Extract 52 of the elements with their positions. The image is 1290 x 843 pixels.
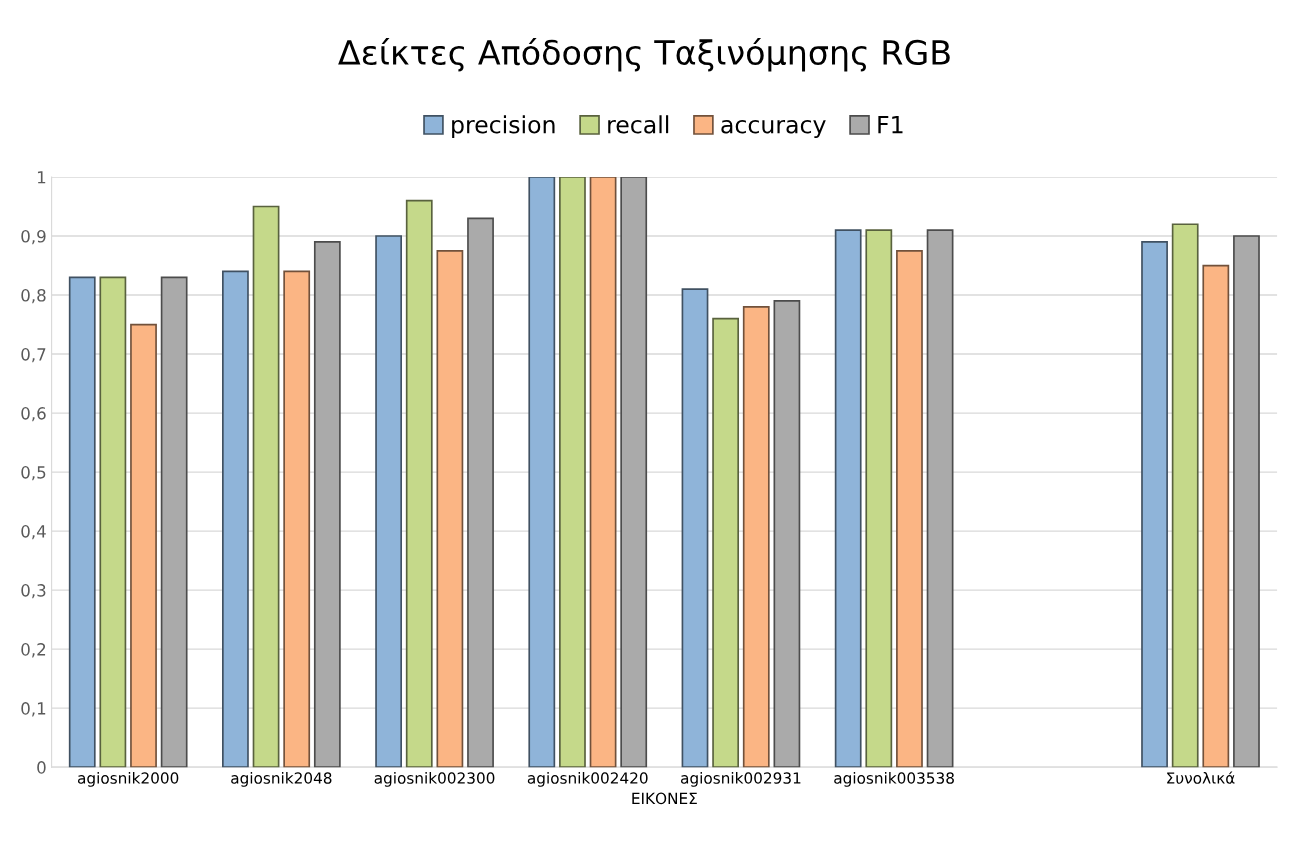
bar	[681, 288, 709, 768]
x-tick-label: agiosnik002420	[527, 771, 648, 787]
y-tick-label: 0,8	[21, 289, 46, 304]
legend-label: precision	[452, 115, 555, 139]
legend-label: F1	[878, 115, 903, 134]
x-axis-title: ΕΙΚΟΝΕΣ	[632, 792, 697, 805]
y-tick-label: 0,9	[21, 230, 46, 245]
bar	[68, 276, 96, 768]
bar	[1171, 223, 1199, 768]
bar	[926, 229, 954, 768]
bar	[865, 229, 893, 768]
y-tick-label: 0,6	[21, 407, 46, 422]
x-tick-label: Συνολικά	[1167, 771, 1235, 784]
y-tick-label: 0,5	[21, 466, 46, 481]
bar	[130, 323, 157, 768]
x-tick-label: agiosnik2000	[77, 771, 179, 787]
bar	[896, 249, 923, 768]
bar	[712, 317, 740, 768]
bar	[1233, 235, 1260, 768]
bar	[160, 276, 188, 768]
bar	[313, 241, 341, 768]
bar	[773, 300, 801, 768]
bar	[620, 177, 648, 768]
bar	[742, 306, 770, 768]
x-tick-label: agiosnik002300	[374, 771, 495, 787]
bar	[834, 229, 862, 768]
bar	[252, 205, 280, 768]
bar	[559, 177, 586, 768]
y-tick-label: 0,4	[21, 525, 46, 540]
legend-label: accuracy	[721, 119, 826, 139]
bar	[283, 270, 311, 768]
y-tick-label: 0,7	[21, 348, 46, 363]
legend-label: recall	[608, 115, 669, 134]
bar	[99, 276, 127, 768]
bar	[467, 217, 494, 768]
y-tick-label: 0,2	[21, 643, 46, 658]
y-tick-label: 1	[37, 171, 46, 184]
y-tick-label: 0	[37, 761, 46, 774]
bar	[436, 249, 464, 768]
x-tick-label: agiosnik2048	[231, 771, 332, 787]
x-tick-label: agiosnik002931	[681, 771, 801, 787]
bar	[375, 235, 403, 768]
bar	[1202, 264, 1230, 768]
bar	[589, 177, 617, 768]
y-tick-label: 0,3	[21, 584, 46, 599]
y-tick-label: 0,1	[21, 702, 46, 717]
bar	[1141, 241, 1168, 768]
bar	[405, 199, 433, 768]
bar	[528, 177, 556, 768]
x-tick-label: agiosnik003538	[834, 771, 954, 787]
bar	[222, 270, 249, 768]
chart-title: Δείκτες Απόδοσης Ταξινόμησης RGB	[338, 37, 950, 72]
